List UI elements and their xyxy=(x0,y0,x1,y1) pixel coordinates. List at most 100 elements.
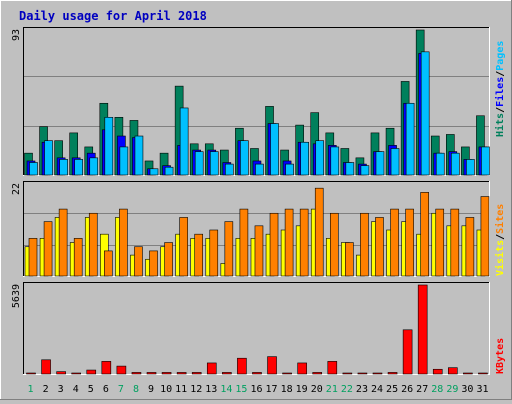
legend-hits-files-pages-item-3: / xyxy=(495,71,506,77)
sites-bar-14 xyxy=(224,221,234,277)
pages-bar-9 xyxy=(149,168,159,176)
legend-visits-sites-item-1: / xyxy=(495,234,506,240)
day-label-11: 11 xyxy=(175,384,187,395)
sites-bar-19 xyxy=(299,208,309,277)
legend-visits-sites: Visits/Sites xyxy=(494,204,506,276)
chart-title: Daily usage for April 2018 xyxy=(19,9,207,23)
kbytes-bar-10 xyxy=(161,372,172,375)
kbytes-bar-5 xyxy=(86,369,97,375)
day-label-31: 31 xyxy=(476,384,488,395)
sites-bar-3 xyxy=(58,208,68,277)
kbytes-bar-27 xyxy=(417,284,428,375)
sites-bar-30 xyxy=(465,217,475,277)
sites-bar-2 xyxy=(43,221,53,277)
sites-bar-23 xyxy=(360,212,369,277)
day-label-12: 12 xyxy=(190,384,202,395)
pages-bar-13 xyxy=(209,151,219,176)
legend-hits-files-pages-item-2: Files xyxy=(494,77,506,107)
day-label-17: 17 xyxy=(266,384,278,395)
kbytes-bar-11 xyxy=(176,372,187,375)
day-label-27: 27 xyxy=(416,384,428,395)
kbytes-bar-1 xyxy=(26,372,36,375)
day-label-18: 18 xyxy=(281,384,293,395)
day-label-16: 16 xyxy=(250,384,262,395)
ymax-label-1: 93 xyxy=(11,29,22,41)
sites-bar-20 xyxy=(314,187,324,277)
pages-bar-19 xyxy=(300,141,309,176)
day-label-29: 29 xyxy=(446,384,458,395)
day-label-6: 6 xyxy=(103,384,109,395)
sites-bar-10 xyxy=(164,242,173,277)
pages-bar-29 xyxy=(451,152,460,176)
legend-hits-files-pages-item-0: Hits xyxy=(494,113,506,137)
pages-bar-28 xyxy=(435,152,445,176)
sites-bar-6 xyxy=(104,250,113,277)
pages-bar-4 xyxy=(74,159,83,176)
kbytes-bar-28 xyxy=(432,368,443,375)
day-label-21: 21 xyxy=(326,384,338,395)
legend-kbytes: KBytes xyxy=(495,338,506,374)
day-label-28: 28 xyxy=(431,384,443,395)
sites-bar-11 xyxy=(179,217,188,277)
pages-bar-7 xyxy=(119,146,129,176)
kbytes-bar-21 xyxy=(327,361,338,375)
day-label-15: 15 xyxy=(235,384,247,395)
day-label-26: 26 xyxy=(401,384,413,395)
kbytes-bar-22 xyxy=(342,372,353,375)
pages-bar-25 xyxy=(390,148,400,176)
pages-bar-31 xyxy=(481,146,490,176)
sites-bar-28 xyxy=(435,208,445,277)
kbytes-bar-4 xyxy=(71,372,81,375)
pages-bar-8 xyxy=(134,135,144,176)
kbytes-bar-7 xyxy=(116,365,127,375)
day-label-14: 14 xyxy=(220,384,232,395)
kbytes-bar-24 xyxy=(372,372,383,375)
pages-bar-20 xyxy=(315,140,325,176)
day-label-25: 25 xyxy=(386,384,398,395)
kbytes-bar-3 xyxy=(56,371,66,375)
legend-hits-files-pages-item-4: Pages xyxy=(495,41,506,71)
pages-bar-24 xyxy=(375,151,385,176)
pages-bar-10 xyxy=(164,166,174,176)
sites-bar-12 xyxy=(194,233,204,277)
sites-bar-4 xyxy=(73,238,83,277)
sites-bar-15 xyxy=(239,208,249,277)
kbytes-bar-20 xyxy=(312,372,323,375)
legend-visits-sites-item-0: Visits xyxy=(494,240,506,276)
sites-bar-8 xyxy=(134,246,143,277)
kbytes-bar-25 xyxy=(387,372,398,375)
kbytes-bar-23 xyxy=(357,372,368,375)
kbytes-bar-2 xyxy=(41,359,51,375)
ymax-label-3: 5639 xyxy=(11,284,22,308)
day-label-30: 30 xyxy=(461,384,473,395)
pages-bar-26 xyxy=(405,102,415,176)
pages-bar-17 xyxy=(270,123,279,176)
kbytes-bar-8 xyxy=(131,372,142,375)
pages-bar-1 xyxy=(29,162,38,176)
pages-bar-3 xyxy=(59,159,68,176)
kbytes-bar-30 xyxy=(463,372,473,375)
kbytes-bar-13 xyxy=(206,362,217,375)
sites-bar-25 xyxy=(390,208,399,277)
pages-bar-15 xyxy=(240,140,249,176)
sites-bar-31 xyxy=(480,196,490,277)
pages-bar-14 xyxy=(225,163,234,176)
day-label-24: 24 xyxy=(371,384,383,395)
kbytes-bar-19 xyxy=(297,362,307,375)
legend-hits-files-pages-item-1: / xyxy=(495,107,506,113)
kbytes-bar-29 xyxy=(448,367,458,375)
kbytes-bar-18 xyxy=(282,372,292,375)
pages-bar-12 xyxy=(194,151,204,176)
day-label-4: 4 xyxy=(73,384,79,395)
pages-bar-22 xyxy=(345,162,355,176)
pages-bar-18 xyxy=(285,163,294,176)
pages-bar-21 xyxy=(330,146,340,176)
sites-bar-17 xyxy=(269,212,279,277)
kbytes-bar-26 xyxy=(402,329,413,375)
day-label-7: 7 xyxy=(118,384,124,395)
pages-bar-27 xyxy=(420,51,430,176)
pages-bar-11 xyxy=(179,107,189,176)
day-label-3: 3 xyxy=(58,384,64,395)
